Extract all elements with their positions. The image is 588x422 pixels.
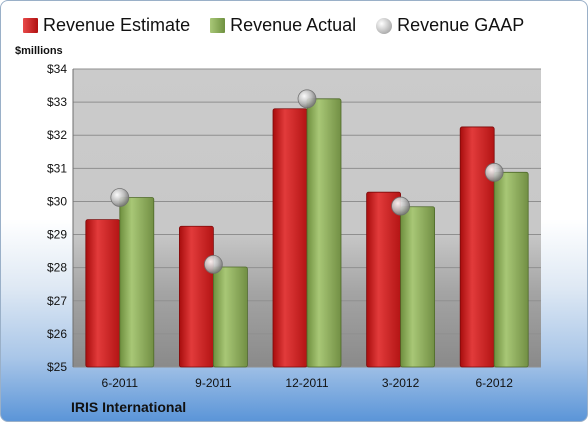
y-tick-label: $26 bbox=[47, 327, 67, 341]
y-tick-label: $30 bbox=[47, 194, 67, 208]
legend-swatch-gaap bbox=[376, 17, 393, 34]
y-axis-label: $millions bbox=[15, 45, 63, 57]
y-tick-label: $32 bbox=[47, 128, 67, 142]
legend-label-gaap: Revenue GAAP bbox=[397, 15, 525, 35]
x-tick-label: 6-2012 bbox=[476, 376, 514, 390]
y-tick-label: $34 bbox=[47, 62, 67, 76]
bar-revenue-estimate bbox=[366, 191, 402, 368]
marker-revenue-gaap bbox=[203, 254, 223, 274]
marker-revenue-gaap bbox=[110, 188, 130, 207]
legend-label-actual: Revenue Actual bbox=[230, 15, 357, 35]
bar-revenue-estimate bbox=[459, 126, 495, 368]
y-tick-label: $33 bbox=[47, 95, 67, 109]
legend-label-estimate: Revenue Estimate bbox=[43, 15, 191, 35]
y-tick-label: $28 bbox=[47, 261, 67, 275]
bar-revenue-estimate bbox=[272, 108, 308, 368]
bar-revenue-actual bbox=[119, 197, 155, 368]
bar-revenue-actual bbox=[400, 206, 436, 368]
marker-revenue-gaap bbox=[297, 89, 317, 109]
legend-swatch-actual bbox=[210, 18, 226, 33]
legend-item-gaap: Revenue GAAP bbox=[376, 15, 524, 36]
legend-item-estimate: Revenue Estimate bbox=[23, 15, 190, 36]
marker-revenue-gaap bbox=[391, 196, 411, 216]
legend: Revenue Estimate Revenue Actual Revenue … bbox=[23, 15, 544, 36]
bar-revenue-estimate bbox=[85, 219, 121, 368]
bar-revenue-actual bbox=[212, 266, 248, 368]
y-tick-label: $31 bbox=[47, 161, 67, 175]
legend-item-actual: Revenue Actual bbox=[210, 15, 356, 36]
legend-swatch-estimate bbox=[23, 18, 38, 33]
x-tick-label: 3-2012 bbox=[382, 376, 420, 390]
bar-revenue-actual bbox=[493, 171, 529, 368]
y-tick-label: $25 bbox=[47, 360, 67, 374]
x-tick-label: 6-2011 bbox=[102, 376, 139, 390]
bar-revenue-estimate bbox=[178, 225, 214, 368]
company-name: IRIS International bbox=[71, 399, 187, 415]
x-tick-label: 9-2011 bbox=[195, 376, 232, 390]
bar-revenue-actual bbox=[306, 98, 342, 368]
x-tick-label: 12-2011 bbox=[285, 376, 328, 390]
y-tick-label: $27 bbox=[47, 294, 67, 308]
marker-revenue-gaap bbox=[484, 162, 504, 182]
y-tick-label: $29 bbox=[47, 228, 67, 242]
